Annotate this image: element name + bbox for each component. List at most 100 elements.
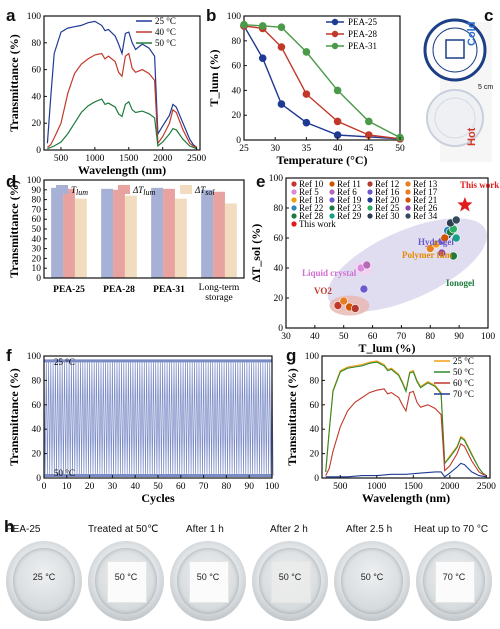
y-tick-label: 0: [236, 136, 241, 146]
annotation-label: Polymer film: [402, 250, 453, 260]
panel-label-a: a: [6, 6, 16, 25]
x-tick-label: 25: [239, 144, 249, 154]
legend-marker: [291, 213, 297, 219]
panel-label-e: e: [256, 172, 266, 191]
y-tick-label: 0: [36, 474, 41, 484]
category-label: PEA-28: [103, 285, 135, 295]
y-axis-label: Transmittance (%): [7, 180, 21, 277]
petri-dish-6: 70 °C: [416, 541, 492, 621]
data-point: [333, 131, 342, 139]
y-tick-label: 80: [310, 376, 320, 386]
bar: [101, 188, 114, 278]
y-tick-label: 30: [32, 245, 42, 255]
legend-label: Ref 17: [413, 187, 438, 197]
label-hot: Hot: [466, 127, 478, 146]
y-tick-label: 0: [36, 146, 41, 156]
x-axis-label: Cycles: [141, 491, 175, 505]
film-opaque-3: [189, 561, 229, 603]
legend-swatch: [118, 185, 130, 194]
x-tick-label: 2000: [440, 482, 459, 492]
label-cold: Cold: [466, 21, 478, 46]
plot-frame: [243, 15, 401, 141]
caption-after-1h: After 1 h: [186, 524, 224, 535]
legend-marker: [331, 42, 339, 50]
legend-marker: [291, 221, 297, 227]
y-tick-label: 0: [314, 474, 319, 484]
annotation-label: This work: [460, 180, 499, 190]
bar: [124, 195, 137, 278]
annotation-label: Hydrogel: [418, 237, 454, 247]
seal-inner-ring: [432, 27, 478, 73]
series-line: [325, 462, 487, 478]
legend-marker: [367, 197, 373, 203]
data-point: [240, 20, 248, 29]
x-tick-label: 1500: [404, 482, 423, 492]
this-work-star: [457, 197, 473, 212]
data-point: [451, 233, 461, 243]
legend-swatch: [56, 185, 68, 194]
legend-label: Ref 11: [337, 179, 361, 189]
y-tick-label: 70: [32, 205, 42, 215]
x-tick-label: 1500: [119, 154, 138, 164]
y-axis-label: Transmittance (%): [285, 368, 299, 465]
petri-dish-1: 25 °C: [6, 541, 82, 621]
seal-hot-inner-ring: [434, 97, 476, 139]
data-point: [277, 43, 286, 51]
legend-label: Ref 26: [413, 203, 438, 213]
panel-label-g: g: [286, 346, 297, 365]
series-line: [325, 360, 487, 477]
data-point: [437, 248, 447, 258]
petri-dish-3: 50 °C: [170, 541, 246, 621]
x-tick-label: 30: [281, 332, 291, 342]
bar: [51, 187, 64, 278]
dish-temp-3: 50 °C: [196, 572, 220, 582]
annotation-label: Liquid crystal: [302, 268, 357, 278]
series-line: [46, 20, 197, 148]
data-point: [359, 284, 369, 294]
dish-temp-1: 25 °C: [32, 572, 56, 582]
legend-marker: [405, 205, 411, 211]
y-tick-label: 0: [36, 274, 41, 284]
legend-label: Tlum: [71, 185, 88, 197]
data-point: [333, 117, 342, 126]
y-tick-label: 100: [27, 352, 42, 362]
y-axis-label: Transmittance (%): [7, 34, 21, 131]
data-point: [302, 48, 311, 56]
legend-label: 25 °C: [453, 356, 474, 366]
legend-marker: [405, 189, 411, 195]
seal-emblem: [445, 39, 465, 59]
plot-frame: [321, 355, 491, 479]
data-point: [302, 90, 311, 98]
data-point: [440, 233, 450, 243]
panel-label-h: h: [4, 517, 15, 536]
x-tick-label: 40: [310, 332, 320, 342]
y-tick-label: 60: [32, 66, 42, 76]
category-label: Long-term: [199, 283, 240, 293]
y-tick-label: 0: [278, 324, 283, 334]
series-line: [325, 388, 487, 477]
dish-temp-6: 70 °C: [442, 572, 466, 582]
data-point: [302, 118, 311, 127]
x-tick-label: 35: [302, 144, 312, 154]
panel-c-photos: [423, 18, 492, 162]
annotation-label: VO2: [314, 286, 332, 296]
bar: [151, 187, 164, 278]
caption-pea-25: PEA-25: [6, 524, 41, 535]
panel-label-f: f: [6, 346, 12, 365]
legend-label: Ref 13: [413, 179, 438, 189]
y-axis-label: T_lum (%): [207, 49, 221, 106]
annotation-label: Ionogel: [446, 278, 475, 288]
data-point: [258, 22, 267, 30]
dish-temp-2: 50 °C: [114, 572, 138, 582]
x-tick-label: 100: [265, 482, 280, 492]
petri-dish-2: 50 °C: [88, 541, 164, 621]
y-tick-label: 60: [274, 234, 284, 244]
y-tick-label: 20: [32, 254, 42, 264]
legend-marker: [405, 197, 411, 203]
y-tick-label: 20: [32, 450, 42, 460]
legend-label: PEA-31: [348, 41, 377, 51]
legend-label: Ref 25: [375, 203, 400, 213]
petri-dish-4: 50 °C: [252, 541, 328, 621]
legend-label: Ref 30: [375, 211, 400, 221]
data-point: [277, 23, 286, 31]
